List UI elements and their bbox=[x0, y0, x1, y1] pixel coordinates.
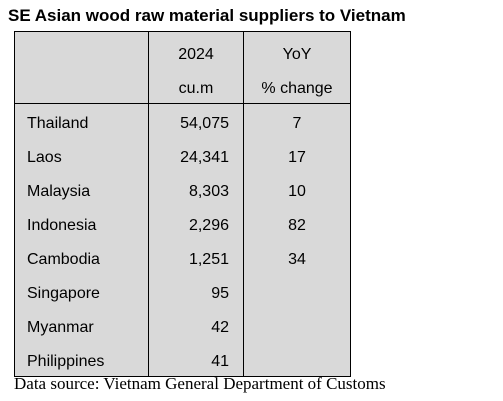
header-cell: % change bbox=[261, 80, 333, 97]
table-cell: 17 bbox=[288, 149, 306, 166]
table-cell: 41 bbox=[211, 353, 229, 370]
table-cell: 54,075 bbox=[180, 115, 229, 132]
table-cell: 24,341 bbox=[180, 149, 229, 166]
title: SE Asian wood raw material suppliers to … bbox=[8, 6, 406, 25]
table-cell: 42 bbox=[211, 319, 229, 336]
table-cell: 10 bbox=[288, 183, 306, 200]
header-cell: 2024 bbox=[178, 46, 214, 63]
row-label: Malaysia bbox=[27, 183, 91, 200]
row-label: Myanmar bbox=[27, 319, 94, 336]
header-divider bbox=[15, 103, 350, 104]
table-cell: 8,303 bbox=[188, 183, 229, 200]
row-label: Philippines bbox=[27, 353, 105, 370]
row-label: Singapore bbox=[27, 285, 100, 302]
header-cell: cu.m bbox=[178, 80, 214, 97]
header-cell: YoY bbox=[282, 46, 312, 63]
row-label: Laos bbox=[27, 149, 62, 166]
table-cell: 1,251 bbox=[188, 251, 229, 268]
column-divider bbox=[148, 32, 149, 376]
table-cell: 2,296 bbox=[188, 217, 229, 234]
row-label: Indonesia bbox=[27, 217, 97, 234]
table-cell: 34 bbox=[288, 251, 306, 268]
row-label: Thailand bbox=[27, 115, 89, 132]
table-cell: 95 bbox=[211, 285, 229, 302]
table: 2024 cu.m YoY % change Thailand 54,075 7 La… bbox=[14, 31, 351, 377]
source-note: Data source: Vietnam General Department … bbox=[14, 374, 386, 393]
column-divider bbox=[243, 32, 244, 376]
table-cell: 82 bbox=[288, 217, 306, 234]
table-cell: 7 bbox=[292, 115, 302, 132]
row-label: Cambodia bbox=[27, 251, 100, 268]
